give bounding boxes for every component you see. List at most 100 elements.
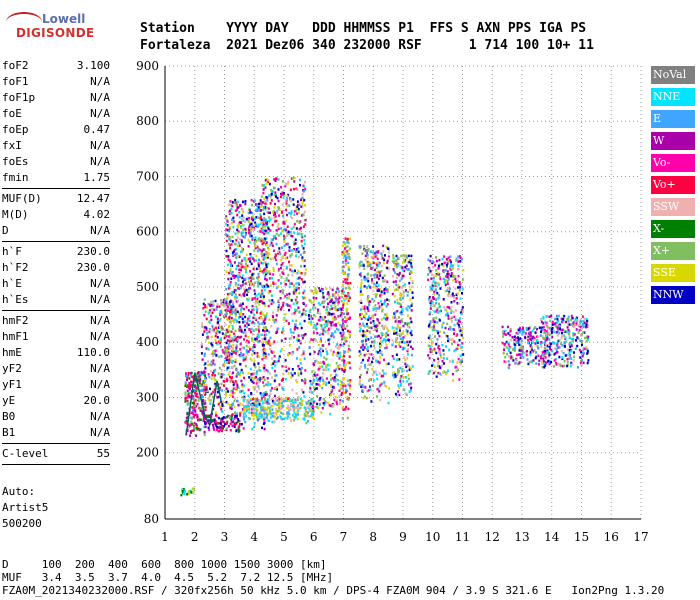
echo-point <box>441 257 444 261</box>
echo-point <box>257 332 260 336</box>
echo-point <box>383 338 386 341</box>
echo-point <box>244 358 247 361</box>
echo-point <box>266 263 269 266</box>
echo-point <box>250 222 253 226</box>
echo-point <box>329 404 332 408</box>
echo-point <box>246 353 249 356</box>
echo-point <box>365 286 368 290</box>
echo-point <box>359 308 362 311</box>
echo-point <box>314 315 317 318</box>
echo-point <box>363 245 366 248</box>
echo-point <box>525 326 528 330</box>
echo-point <box>445 258 448 261</box>
echo-point <box>213 363 216 366</box>
echo-point <box>196 395 199 399</box>
echo-point <box>265 357 268 360</box>
echo-point <box>184 397 187 401</box>
echo-point <box>309 400 312 403</box>
echo-point <box>560 336 563 340</box>
echo-point <box>371 384 374 387</box>
echo-point <box>219 313 221 317</box>
echo-point <box>299 397 302 401</box>
echo-point <box>399 384 402 387</box>
param-row-clevel: C-level 55 <box>2 446 110 462</box>
echo-point <box>260 294 263 297</box>
echo-point <box>438 350 440 354</box>
echo-point <box>457 302 460 306</box>
echo-point <box>262 295 265 298</box>
echo-point <box>239 268 242 272</box>
echo-point <box>358 350 361 353</box>
echo-point <box>349 281 352 285</box>
echo-point <box>229 264 232 267</box>
echo-point <box>371 367 374 371</box>
echo-point <box>349 366 352 370</box>
echo-point <box>273 186 276 190</box>
echo-point <box>346 302 349 305</box>
echo-point <box>254 199 256 202</box>
echo-point <box>347 344 350 348</box>
echo-point <box>261 254 264 258</box>
echo-point <box>458 378 461 381</box>
echo-point <box>231 389 234 392</box>
echo-point <box>394 259 397 262</box>
echo-point <box>290 253 293 256</box>
param-value: 0.47 <box>83 123 111 136</box>
echo-point <box>245 414 248 418</box>
echo-point <box>296 338 299 342</box>
echo-point <box>226 355 229 358</box>
echo-point <box>275 229 278 232</box>
echo-point <box>445 372 447 376</box>
echo-point <box>343 298 346 302</box>
echo-point <box>216 425 218 429</box>
echo-point <box>234 312 237 316</box>
echo-point <box>185 416 188 420</box>
echo-point <box>294 323 297 326</box>
echo-point <box>369 286 372 289</box>
echo-point <box>252 329 255 332</box>
echo-point <box>329 287 332 290</box>
echo-point <box>240 308 242 311</box>
echo-point <box>582 346 585 350</box>
echo-point <box>267 285 270 288</box>
echo-point <box>359 313 362 316</box>
echo-point <box>446 265 448 268</box>
echo-point <box>280 263 283 267</box>
echo-point <box>190 420 193 424</box>
echo-point <box>555 321 558 324</box>
echo-point <box>362 396 365 400</box>
echo-point <box>403 294 405 298</box>
echo-point <box>375 373 378 376</box>
echo-point <box>337 298 340 301</box>
echo-point <box>288 407 291 411</box>
echo-point <box>304 406 306 409</box>
echo-point <box>252 408 255 411</box>
echo-point <box>271 366 274 370</box>
echo-point <box>403 283 406 286</box>
echo-point <box>434 284 437 288</box>
echo-point <box>459 256 462 260</box>
echo-point <box>386 303 389 306</box>
param-value: 230.0 <box>76 245 110 258</box>
echo-point <box>438 348 441 351</box>
echo-point <box>462 310 464 313</box>
echo-point <box>268 419 271 423</box>
echo-point <box>544 343 547 346</box>
echo-point <box>449 259 452 262</box>
echo-point <box>526 358 529 361</box>
echo-point <box>457 286 459 289</box>
echo-point <box>256 398 259 401</box>
echo-point <box>293 403 296 407</box>
echo-point <box>262 313 265 317</box>
echo-point <box>349 237 351 240</box>
echo-point <box>381 369 384 372</box>
echo-point <box>368 331 371 334</box>
echo-point <box>379 294 381 297</box>
echo-point <box>242 313 245 316</box>
echo-point <box>225 331 228 335</box>
echo-point <box>377 261 380 264</box>
echo-point <box>327 328 330 331</box>
echo-point <box>225 400 228 404</box>
echo-point <box>432 363 435 367</box>
echo-point <box>438 364 441 368</box>
